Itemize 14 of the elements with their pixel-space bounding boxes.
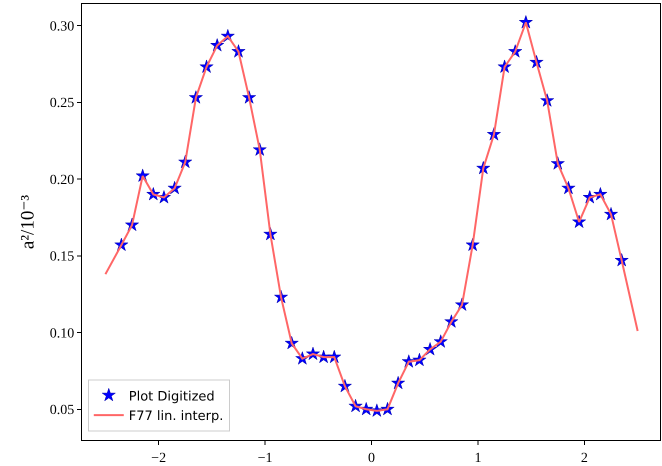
y-tick-label: 0.25 — [50, 96, 74, 112]
x-tick-label: 2 — [580, 450, 588, 466]
y-tick-label: 0.20 — [50, 172, 74, 188]
y-tick-label: 0.10 — [50, 326, 74, 342]
y-tick-label: 0.05 — [50, 403, 74, 418]
x-tick-label: 0 — [368, 450, 376, 466]
y-axis-title: a²/10⁻³ — [18, 194, 39, 250]
y-tick-label: 0.30 — [50, 19, 74, 34]
legend-label: Plot Digitized — [128, 389, 215, 404]
x-tick-label: −2 — [151, 450, 166, 466]
y-tick-label: 0.15 — [50, 250, 74, 265]
legend-label: F77 lin. interp. — [128, 409, 224, 424]
x-tick-label: −1 — [258, 450, 273, 466]
x-tick-label: 1 — [474, 450, 482, 466]
